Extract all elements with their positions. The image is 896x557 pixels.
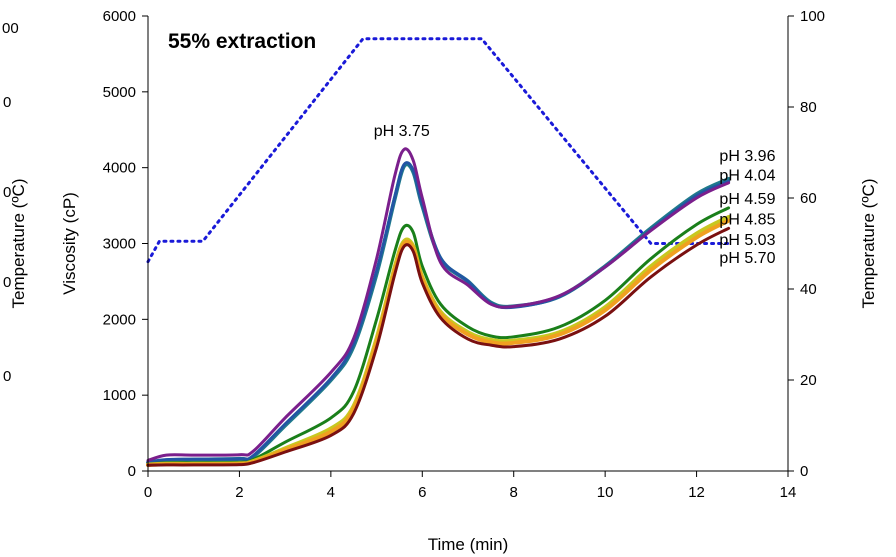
x-tick-label: 2: [235, 484, 243, 501]
ghost-tick-label: 0: [3, 368, 11, 385]
y2-tick-label: 60: [800, 190, 817, 207]
y-tick-label: 5000: [103, 84, 136, 101]
annotation-ph-3-75: pH 3.75: [374, 123, 430, 140]
x-tick-label: 14: [780, 484, 797, 501]
y-tick-label: 1000: [103, 387, 136, 404]
annotation-ph-4-04: pH 4.04: [719, 168, 775, 185]
annotation-ph-4-59: pH 4.59: [719, 191, 775, 208]
y2-axis-title: Temperature (ºC): [859, 179, 878, 309]
y2-tick-label: 80: [800, 99, 817, 116]
x-tick-label: 6: [418, 484, 426, 501]
annotation-ph-5-03: pH 5.03: [719, 232, 775, 249]
ghost-tick-label: 0: [3, 184, 11, 201]
x-axis-title: Time (min): [428, 535, 509, 554]
ghost-axis-title: Temperature (ºC): [9, 179, 28, 309]
series-line-ph-3-75: [148, 149, 729, 461]
y-tick-label: 2000: [103, 311, 136, 328]
annotation-ph-5-70: pH 5.70: [719, 250, 775, 267]
y2-tick-label: 0: [800, 463, 808, 480]
y-axis-title: Viscosity (cP): [60, 192, 79, 295]
x-tick-label: 8: [510, 484, 518, 501]
series-layer: [148, 39, 729, 466]
temperature-line: [148, 39, 729, 262]
y-tick-label: 6000: [103, 8, 136, 25]
annotation-ph-4-85: pH 4.85: [719, 212, 775, 229]
ghost-tick-label: 0: [3, 94, 11, 111]
series-line-ph-5-70: [148, 228, 729, 465]
x-tick-label: 10: [597, 484, 614, 501]
y2-tick-label: 40: [800, 281, 817, 298]
annotation-ph-3-96: pH 3.96: [719, 148, 775, 165]
ghost-tick-label: 0: [3, 274, 11, 291]
series-line-ph-4-59: [148, 208, 729, 464]
x-tick-label: 0: [144, 484, 152, 501]
ghost-tick-label: 00: [2, 20, 19, 37]
y-tick-label: 3000: [103, 236, 136, 253]
x-tick-label: 4: [327, 484, 335, 501]
chart-title: 55% extraction: [168, 30, 316, 53]
y2-tick-label: 100: [800, 8, 825, 25]
x-tick-label: 12: [688, 484, 705, 501]
y2-tick-label: 20: [800, 372, 817, 389]
y-tick-label: 4000: [103, 160, 136, 177]
y-tick-label: 0: [128, 463, 136, 480]
